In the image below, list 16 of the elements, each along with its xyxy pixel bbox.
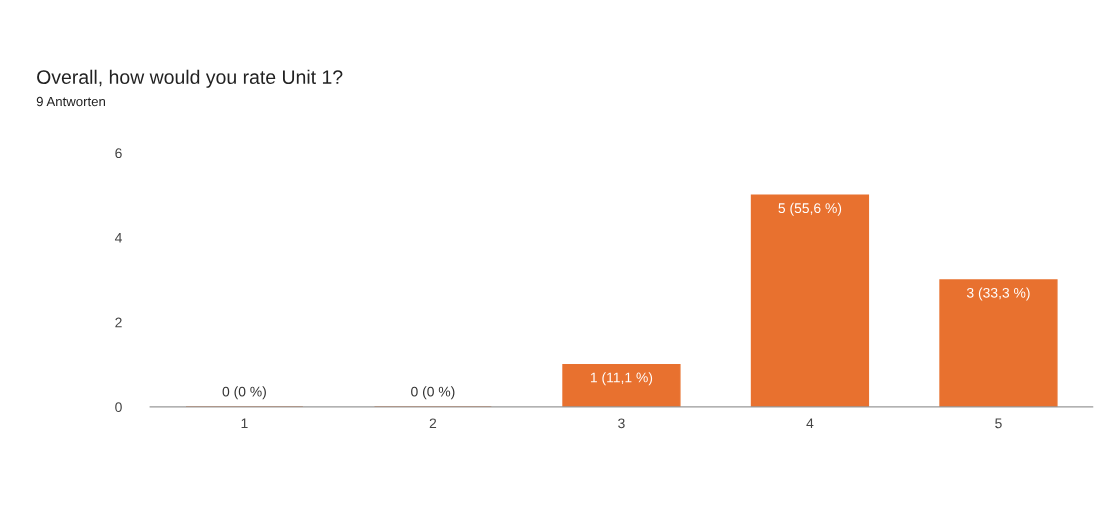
y-tick-label: 0 xyxy=(115,402,122,413)
x-tick-label: 4 xyxy=(806,418,814,429)
y-tick-label: 2 xyxy=(115,317,122,328)
data-label: 1 (11,1 %) xyxy=(590,372,653,386)
x-tick-label: 5 xyxy=(995,418,1002,429)
x-tick-label: 1 xyxy=(241,418,248,429)
chart-title: Overall, how would you rate Unit 1? xyxy=(37,69,343,88)
x-tick-label: 2 xyxy=(429,418,437,429)
data-label: 3 (33,3 %) xyxy=(966,287,1030,301)
chart-subtitle: 9 Antworten xyxy=(36,96,105,107)
data-label: 0 (0 %) xyxy=(411,386,455,400)
x-tick-label: 3 xyxy=(618,418,625,429)
data-label: 5 (55,6 %) xyxy=(778,202,842,216)
y-tick-label: 6 xyxy=(115,148,122,159)
y-tick-label: 4 xyxy=(114,233,122,243)
data-label: 0 (0 %) xyxy=(222,386,266,400)
